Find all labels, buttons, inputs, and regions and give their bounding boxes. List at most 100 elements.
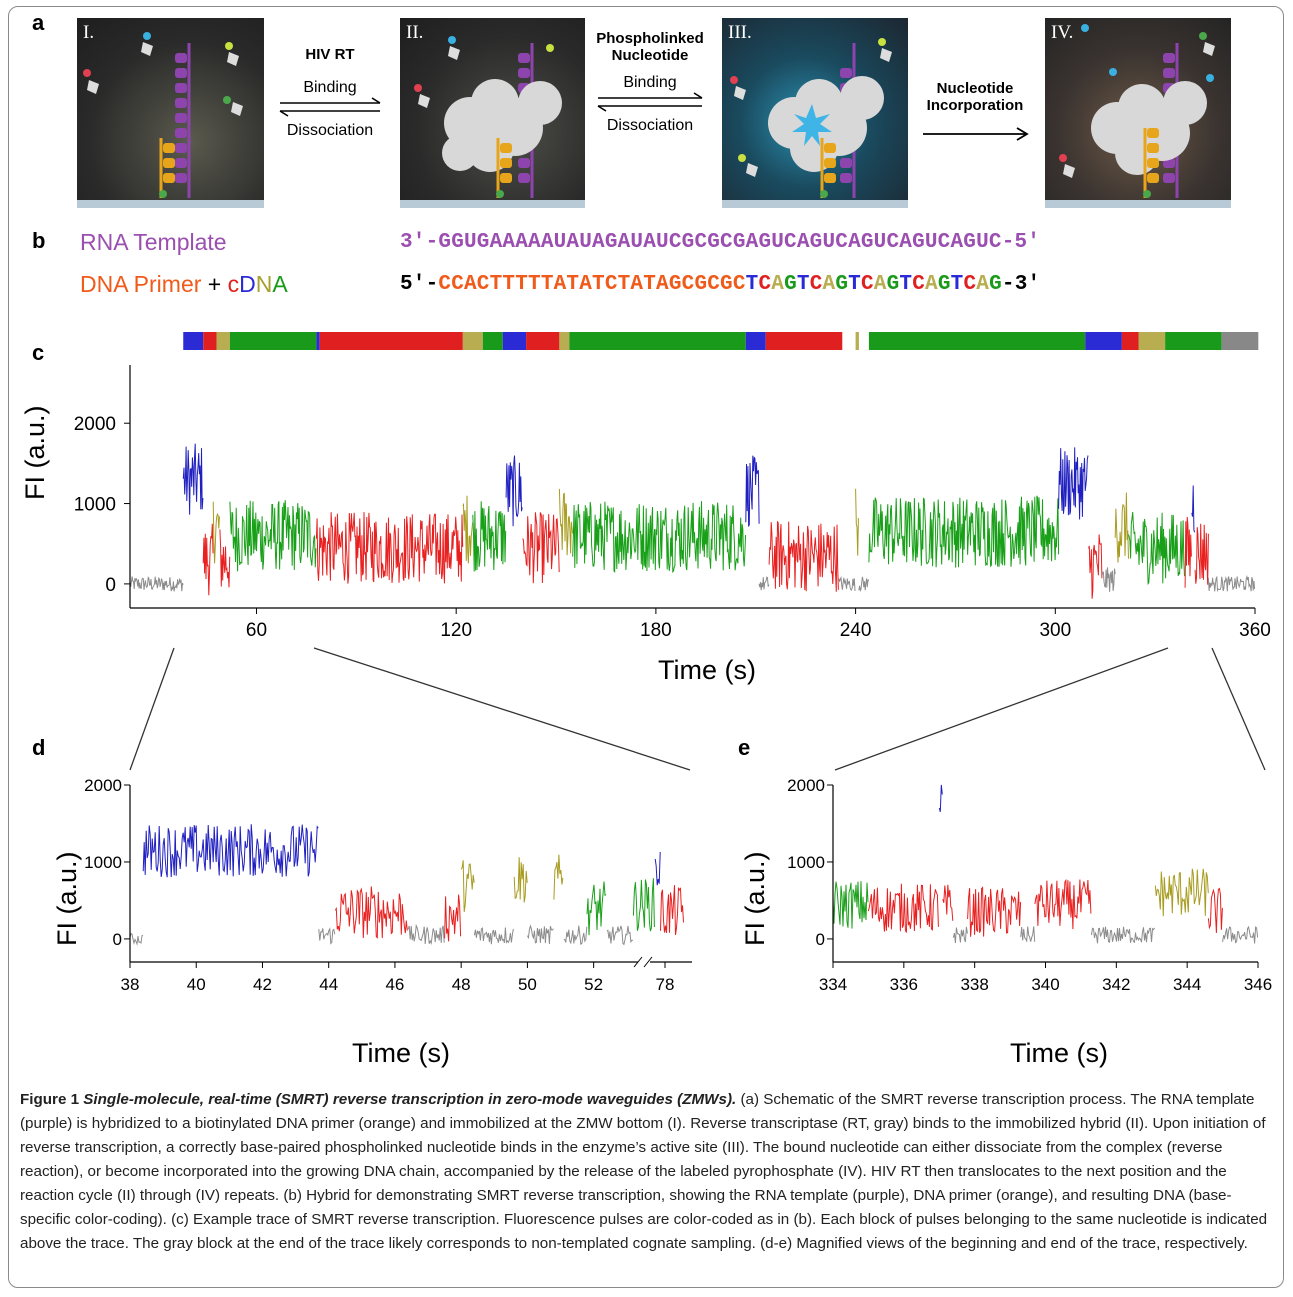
trace-segment-red (522, 512, 560, 584)
base-block-label: G (486, 330, 500, 334)
n-letter: N (255, 271, 273, 297)
step-hiv-rt: HIV RT Binding Dissociation (272, 46, 388, 140)
zmw-floor (1045, 200, 1231, 208)
figure-frame (8, 6, 1284, 1288)
trace-segment-red (202, 523, 214, 596)
base-block-G (482, 332, 503, 350)
trace-segment-olive (855, 488, 859, 556)
y-tick-label: 2000 (84, 776, 122, 795)
rna-sequence: 3′-GGUGAAAAAUAUAGAUAUCGCGCGAGUCAGUCAGUCA… (400, 231, 1041, 254)
d-letter: D (239, 271, 256, 297)
base-block-label: T (750, 330, 761, 334)
stage-2-schematic: II. (400, 18, 585, 208)
trace-segment-blue (142, 824, 319, 878)
trace-segment-gray (1020, 926, 1036, 943)
trace-segment-gray (606, 925, 633, 946)
base-block-label: A (558, 330, 570, 334)
trace-segment-olive (513, 857, 528, 903)
stage-1-label: I. (83, 22, 95, 43)
rna-template-strand (175, 43, 191, 198)
zmw-floor (400, 200, 585, 208)
figure-caption: Figure 1 Single-molecule, real-time (SMR… (20, 1088, 1270, 1256)
trace-segment-gray (473, 927, 514, 945)
x-tick-label: 46 (385, 975, 404, 994)
step2-reverse: Dissociation (606, 117, 694, 134)
base-block-label: C (798, 330, 811, 334)
cdna-base: T (899, 273, 913, 296)
trace-series (129, 824, 684, 946)
trace-segment-blue (1058, 447, 1089, 520)
trace-segment-red (334, 886, 408, 939)
trace-segment-blue (1191, 485, 1196, 533)
trace-segment-green (632, 878, 655, 932)
trace-segment-blue (182, 443, 204, 515)
step-nucleotide-binding: Phospholinked Nucleotide Binding Dissoci… (590, 30, 710, 135)
dna-primer-strand (159, 138, 175, 198)
stage-1-schematic: I. (77, 18, 264, 208)
caption-title-italic: Single-molecule, real-time (SMRT) revers… (83, 1091, 737, 1108)
trace-segment-blue (938, 784, 943, 813)
base-block-A (1138, 332, 1166, 350)
x-tick-label: 38 (121, 975, 140, 994)
axis-break-mark (643, 956, 653, 968)
base-block-gray (1221, 332, 1259, 350)
base-block-C (526, 332, 560, 350)
trace-segment-olive (1114, 492, 1129, 563)
cdna-base: A (976, 273, 990, 296)
step3-title-1: Nucleotide (936, 80, 1014, 97)
rt-enzyme (442, 79, 562, 172)
cdna-base: G (835, 273, 849, 296)
base-block-G (1165, 332, 1222, 350)
x-tick-label: 336 (890, 975, 918, 994)
base-block-C (203, 332, 217, 350)
y-tick-label: 1000 (84, 853, 122, 872)
trace-segment-green (472, 501, 507, 572)
cdna-base: C (809, 273, 823, 296)
trace-segment-olive (1154, 868, 1209, 917)
x-tick-label: 344 (1173, 975, 1201, 994)
base-block-T (316, 332, 320, 350)
step2-title-1: Phospholinked (596, 30, 704, 47)
base-block-label: C (1124, 330, 1137, 334)
trace-segment-green (586, 881, 607, 936)
y-tick-label: 1000 (74, 495, 116, 516)
stage-4-label: IV. (1051, 22, 1074, 43)
trace-segment-gray (526, 924, 554, 945)
base-block-C (1121, 332, 1139, 350)
irreversible-arrow (923, 127, 1029, 141)
stage-1-illustration (83, 32, 243, 198)
trace-segment-olive (553, 854, 564, 900)
x-tick-label: 52 (584, 975, 603, 994)
base-block-T (502, 332, 527, 350)
base-block-label: A (217, 330, 229, 334)
trace-chart-beginning: 38 40 42 44 46 48 50 52 78 0 1000 2000 (84, 776, 692, 994)
chart-c-xlabel: Time (s) (658, 655, 756, 685)
equilibrium-arrows-2 (597, 92, 703, 112)
base-block-label: G (651, 330, 665, 334)
cdna-base: G (989, 273, 1002, 296)
fluorescence-burst (792, 104, 832, 146)
base-block-G (868, 332, 1086, 350)
trace-segment-gray (129, 576, 184, 592)
base-block-label: A (1146, 330, 1158, 334)
base-block-label: C (385, 330, 398, 334)
y-tick-label: 0 (816, 930, 825, 949)
chart-d-ylabel: FI (a.u.) (52, 851, 82, 946)
cdna-base: G (886, 273, 900, 296)
base-block-A (462, 332, 483, 350)
x-tick-label: 42 (253, 975, 272, 994)
trace-segment-blue (745, 455, 760, 527)
step2-forward: Binding (623, 74, 677, 91)
c-letter: c (227, 271, 240, 297)
base-block-label: T (1098, 330, 1109, 334)
dna-5prime: 5′- (400, 273, 439, 296)
axis-break-mark (633, 956, 643, 968)
x-tick-label: 48 (452, 975, 471, 994)
base-block-T (1085, 332, 1122, 350)
cdna-sequence: TCAGTCAGTCAGTCAGTCAG (746, 273, 1002, 296)
step-incorporation: Nucleotide Incorporation (915, 80, 1035, 149)
x-tick-label: 334 (819, 975, 847, 994)
cdna-base: C (912, 273, 926, 296)
x-tick-label: 180 (640, 620, 672, 641)
trace-segment-gray (758, 576, 770, 591)
